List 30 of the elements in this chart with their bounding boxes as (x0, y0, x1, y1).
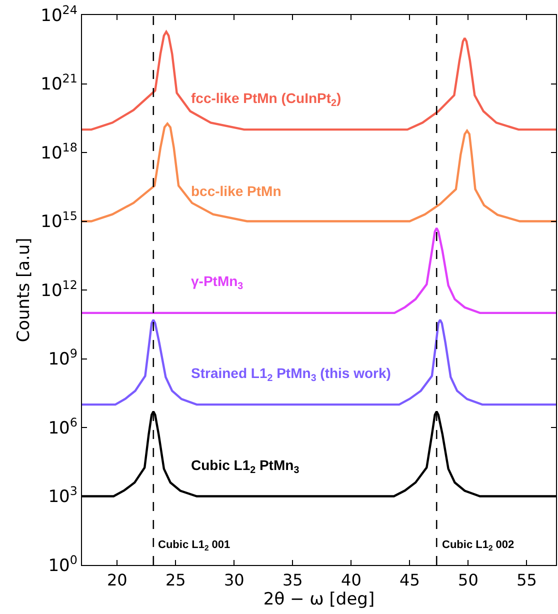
y-tick-label: 10$^{3}$ (48, 484, 78, 508)
x-tick-label: 25 (165, 570, 186, 590)
x-tick-label: 55 (516, 570, 537, 590)
line-series (82, 318, 556, 406)
ref-line-label: Cubic L1$_{2}$ 002 (442, 539, 514, 552)
x-tick-label: 50 (458, 570, 478, 590)
y-axis-title: Counts [a.u] (14, 238, 34, 342)
series-label: fcc-like PtMn (CuInPt$_{2}$) (191, 90, 342, 109)
x-axis-title: 2θ − ω [deg] (263, 590, 375, 610)
x-tick-label: 30 (224, 570, 244, 590)
y-tick-label: 10$^{9}$ (48, 346, 78, 370)
x-tick-label: 20 (106, 570, 128, 590)
y-tick-label: 10$^{24}$ (40, 2, 78, 26)
ref-line-label: Cubic L1$_{2}$ 001 (158, 539, 230, 552)
x-tick-label: 40 (341, 570, 362, 590)
y-tick-label: 10$^{18}$ (40, 140, 78, 164)
series-label: γ-PtMn$_{3}$ (191, 273, 244, 292)
y-tick-label: 10$^{0}$ (48, 552, 78, 576)
series-label: Cubic L1$_{2}$ PtMn$_{3}$ (191, 457, 300, 476)
y-tick-label: 10$^{6}$ (48, 415, 78, 438)
series-label: bcc-like PtMn (191, 183, 282, 199)
series-label: Strained L1$_{2}$ PtMn$_{3}$ (this work) (191, 365, 391, 384)
line-series (82, 122, 556, 222)
y-tick-label: 10$^{12}$ (40, 278, 78, 301)
line-series (82, 30, 556, 131)
y-tick-label: 10$^{21}$ (40, 72, 78, 95)
y-tick-label: 10$^{15}$ (40, 209, 78, 232)
x-tick-label: 35 (282, 570, 303, 590)
x-tick-label: 45 (400, 570, 420, 590)
line-series (82, 227, 556, 314)
